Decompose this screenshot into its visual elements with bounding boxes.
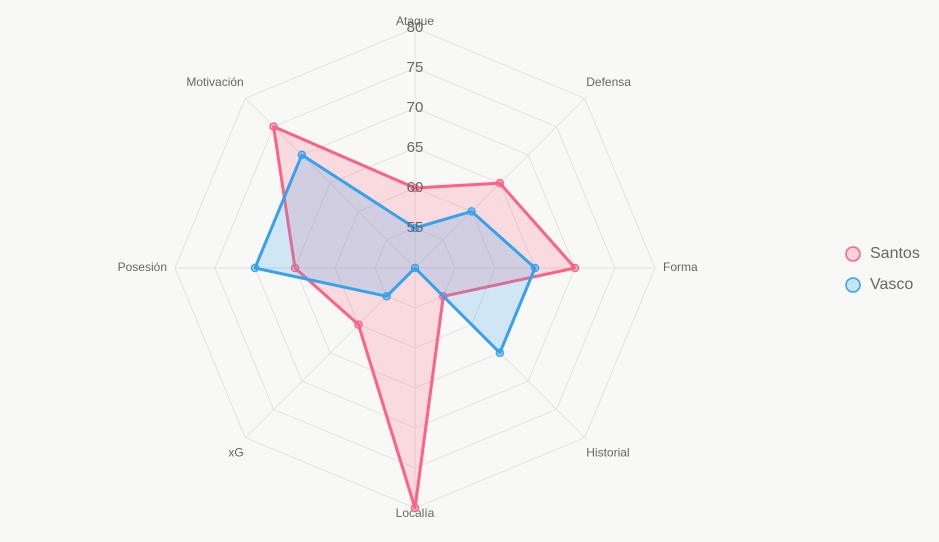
series-point — [410, 223, 420, 233]
axis-label: Posesión — [118, 260, 167, 274]
series-point — [410, 503, 420, 513]
axis-label: Ataque — [396, 14, 434, 28]
series — [250, 150, 540, 358]
tick-label: 70 — [407, 99, 424, 116]
series-point — [354, 320, 363, 329]
series-area — [272, 125, 577, 510]
axis-label: Defensa — [586, 75, 631, 89]
legend-marker — [845, 246, 861, 262]
legend-label: Vasco — [870, 276, 913, 293]
tick-label: 65 — [407, 139, 424, 156]
series-area — [253, 153, 537, 355]
axis-label: Localía — [396, 506, 435, 520]
series-point — [382, 292, 391, 301]
grid-ring — [214, 67, 616, 469]
axis-label: Motivación — [186, 75, 243, 89]
grid-ring — [294, 147, 536, 389]
series-point — [570, 263, 580, 273]
series-point — [410, 263, 420, 273]
axis-label: Historial — [586, 445, 629, 459]
grid-ring — [334, 187, 496, 349]
series-point — [530, 263, 540, 273]
series-point — [290, 263, 300, 273]
series-point — [250, 263, 260, 273]
tick-label: 75 — [407, 59, 424, 76]
axis-label: Forma — [663, 260, 698, 274]
axis-label: xG — [228, 445, 243, 459]
tick-label: 60 — [407, 179, 424, 196]
series-point — [495, 348, 505, 358]
series-point — [467, 207, 476, 216]
grid-ring — [374, 227, 456, 309]
legend-marker — [845, 277, 861, 293]
series-point — [297, 150, 307, 160]
tick-label: 55 — [407, 219, 424, 236]
series-point — [495, 178, 505, 188]
tick-label: 80 — [407, 19, 424, 36]
series-point — [410, 183, 420, 193]
series-point — [269, 122, 278, 131]
series — [269, 122, 580, 513]
legend-label: Santos — [870, 245, 920, 262]
